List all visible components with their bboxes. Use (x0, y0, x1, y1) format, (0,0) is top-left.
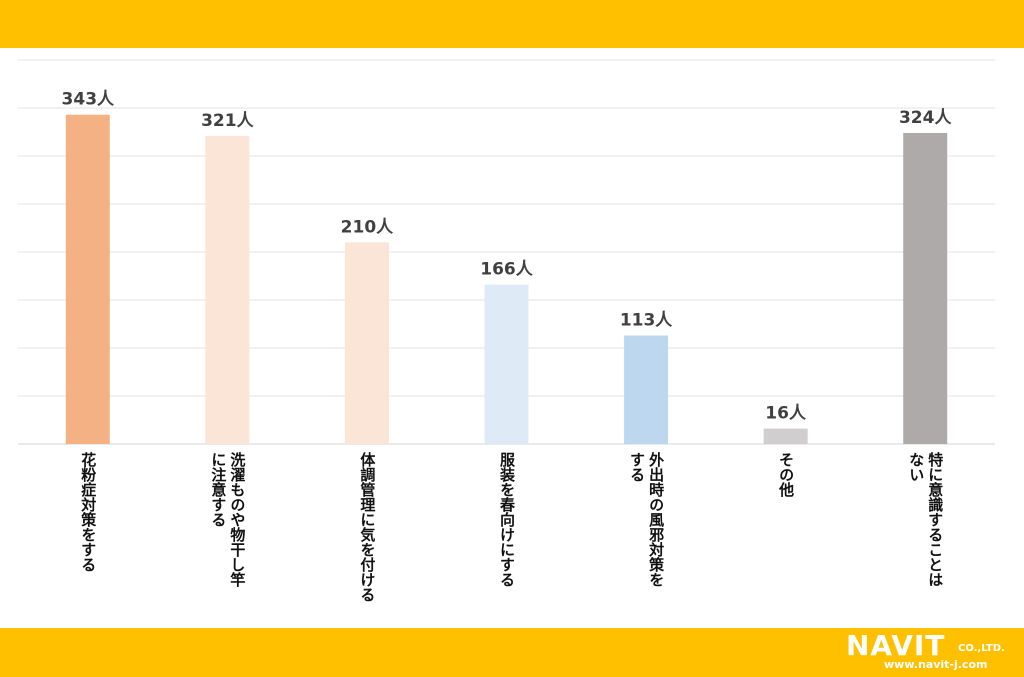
navit-logo: NAVIT CO.,LTD. www.navit-j.com (846, 631, 1021, 673)
category-label: 花粉症対策をする (79, 452, 98, 572)
data-label: 113人 (620, 311, 673, 331)
bottom-banner (0, 628, 1024, 677)
top-banner (0, 0, 1024, 48)
data-label: 343人 (62, 90, 115, 110)
data-label: 324人 (899, 108, 952, 128)
bar (65, 114, 110, 444)
bar (205, 135, 250, 444)
bar (484, 284, 529, 444)
data-label: 166人 (480, 260, 533, 280)
category-label: 特に意識することは ない (907, 452, 945, 587)
bar (344, 242, 389, 444)
category-label: 服装を春向けにする (498, 452, 516, 587)
category-label: 体調管理に気を付ける (358, 452, 377, 602)
data-label: 16人 (765, 404, 807, 424)
category-label: 洗濯ものや物干し竿 に注意する (209, 452, 247, 587)
category-label: その他 (777, 452, 796, 497)
bar (763, 428, 808, 444)
logo-url: www.navit-j.com (884, 658, 988, 671)
logo-wordmark: NAVIT (846, 629, 946, 662)
bar (903, 132, 948, 444)
category-label: 外出時の風邪対策を する (628, 452, 666, 587)
data-label: 321人 (201, 111, 254, 131)
data-label: 210人 (341, 217, 394, 237)
logo-company-suffix: CO.,LTD. (958, 643, 1005, 654)
bar (624, 335, 669, 444)
